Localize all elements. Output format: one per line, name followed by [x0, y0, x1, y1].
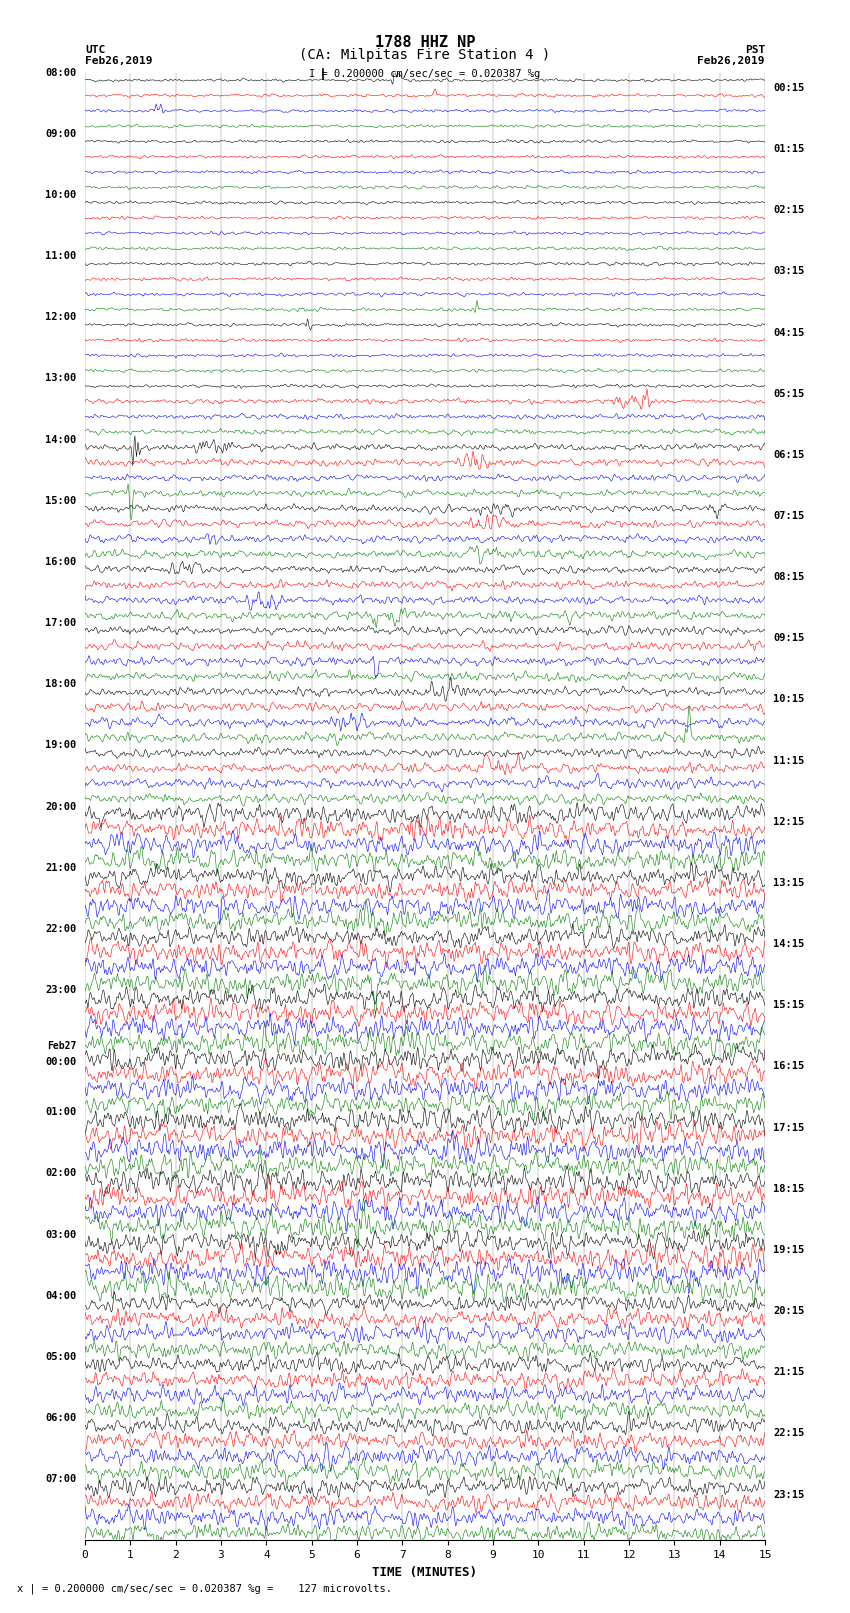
Text: 13:15: 13:15 — [774, 877, 805, 887]
Text: 22:15: 22:15 — [774, 1429, 805, 1439]
Text: 16:00: 16:00 — [45, 556, 76, 566]
Text: 03:00: 03:00 — [45, 1229, 76, 1240]
Text: 20:15: 20:15 — [774, 1307, 805, 1316]
Text: 11:00: 11:00 — [45, 252, 76, 261]
Text: 18:00: 18:00 — [45, 679, 76, 689]
Text: 02:15: 02:15 — [774, 205, 805, 215]
Text: 14:00: 14:00 — [45, 434, 76, 445]
Text: PST: PST — [745, 45, 765, 55]
Text: 1788 HHZ NP: 1788 HHZ NP — [375, 35, 475, 50]
Text: UTC: UTC — [85, 45, 105, 55]
Text: 23:00: 23:00 — [45, 986, 76, 995]
Text: Feb26,2019: Feb26,2019 — [85, 56, 152, 66]
Text: 08:00: 08:00 — [45, 68, 76, 77]
Text: 11:15: 11:15 — [774, 755, 805, 766]
X-axis label: TIME (MINUTES): TIME (MINUTES) — [372, 1566, 478, 1579]
Text: 16:15: 16:15 — [774, 1061, 805, 1071]
Text: 07:00: 07:00 — [45, 1474, 76, 1484]
Text: 21:15: 21:15 — [774, 1368, 805, 1378]
Text: 23:15: 23:15 — [774, 1489, 805, 1500]
Text: 07:15: 07:15 — [774, 511, 805, 521]
Text: 18:15: 18:15 — [774, 1184, 805, 1194]
Text: 01:15: 01:15 — [774, 144, 805, 153]
Text: 06:15: 06:15 — [774, 450, 805, 460]
Text: 15:15: 15:15 — [774, 1000, 805, 1010]
Text: 09:15: 09:15 — [774, 634, 805, 644]
Text: 19:15: 19:15 — [774, 1245, 805, 1255]
Text: 21:00: 21:00 — [45, 863, 76, 873]
Text: 14:15: 14:15 — [774, 939, 805, 948]
Text: 12:15: 12:15 — [774, 816, 805, 827]
Text: 04:15: 04:15 — [774, 327, 805, 337]
Text: 00:15: 00:15 — [774, 82, 805, 94]
Text: 05:00: 05:00 — [45, 1352, 76, 1361]
Text: x | = 0.200000 cm/sec/sec = 0.020387 %g =    127 microvolts.: x | = 0.200000 cm/sec/sec = 0.020387 %g … — [17, 1582, 392, 1594]
Text: 10:15: 10:15 — [774, 695, 805, 705]
Text: 12:00: 12:00 — [45, 313, 76, 323]
Text: I = 0.200000 cm/sec/sec = 0.020387 %g: I = 0.200000 cm/sec/sec = 0.020387 %g — [309, 69, 541, 79]
Text: 08:15: 08:15 — [774, 573, 805, 582]
Text: 13:00: 13:00 — [45, 373, 76, 384]
Text: 10:00: 10:00 — [45, 190, 76, 200]
Text: 19:00: 19:00 — [45, 740, 76, 750]
Text: 20:00: 20:00 — [45, 802, 76, 811]
Text: 00:00: 00:00 — [45, 1058, 76, 1068]
Text: 15:00: 15:00 — [45, 495, 76, 506]
Text: 22:00: 22:00 — [45, 924, 76, 934]
Text: 04:00: 04:00 — [45, 1290, 76, 1300]
Text: 01:00: 01:00 — [45, 1107, 76, 1118]
Text: (CA: Milpitas Fire Station 4 ): (CA: Milpitas Fire Station 4 ) — [299, 48, 551, 63]
Text: 03:15: 03:15 — [774, 266, 805, 276]
Text: Feb27: Feb27 — [47, 1042, 76, 1052]
Text: 06:00: 06:00 — [45, 1413, 76, 1423]
Text: 05:15: 05:15 — [774, 389, 805, 398]
Text: 02:00: 02:00 — [45, 1168, 76, 1179]
Text: 17:00: 17:00 — [45, 618, 76, 627]
Text: Feb26,2019: Feb26,2019 — [698, 56, 765, 66]
Text: 09:00: 09:00 — [45, 129, 76, 139]
Text: 17:15: 17:15 — [774, 1123, 805, 1132]
